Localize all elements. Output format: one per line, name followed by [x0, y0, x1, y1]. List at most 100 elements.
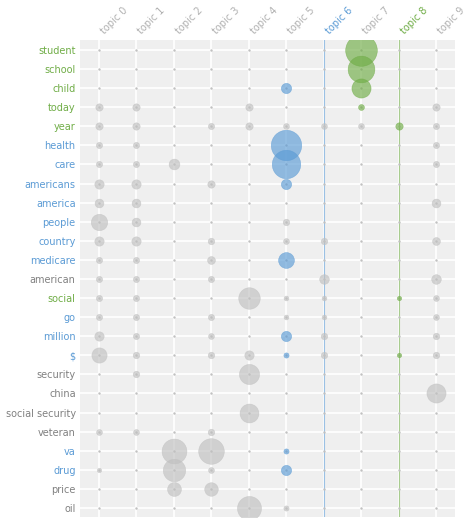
Point — [207, 427, 215, 436]
Point — [132, 179, 140, 188]
Point — [245, 46, 253, 54]
Point — [282, 408, 290, 417]
Point — [132, 122, 140, 131]
Point — [132, 84, 140, 93]
Point — [320, 122, 327, 131]
Point — [95, 141, 102, 150]
Point — [282, 447, 290, 455]
Point — [245, 275, 253, 283]
Point — [95, 141, 102, 150]
Point — [320, 465, 327, 474]
Point — [358, 218, 365, 226]
Point — [132, 103, 140, 111]
Point — [320, 65, 327, 73]
Point — [207, 275, 215, 283]
Point — [432, 218, 440, 226]
Point — [245, 351, 253, 359]
Point — [207, 161, 215, 169]
Point — [207, 103, 215, 111]
Point — [95, 427, 102, 436]
Point — [170, 46, 177, 54]
Point — [395, 84, 403, 93]
Point — [320, 447, 327, 455]
Point — [432, 351, 440, 359]
Point — [282, 275, 290, 283]
Point — [432, 447, 440, 455]
Point — [358, 256, 365, 264]
Point — [132, 313, 140, 321]
Point — [282, 389, 290, 397]
Point — [395, 122, 403, 131]
Point — [245, 161, 253, 169]
Point — [358, 351, 365, 359]
Point — [207, 447, 215, 455]
Point — [95, 465, 102, 474]
Point — [207, 389, 215, 397]
Point — [395, 275, 403, 283]
Point — [95, 46, 102, 54]
Point — [358, 141, 365, 150]
Point — [245, 198, 253, 207]
Point — [432, 465, 440, 474]
Point — [95, 103, 102, 111]
Point — [245, 103, 253, 111]
Point — [358, 198, 365, 207]
Point — [95, 84, 102, 93]
Point — [245, 370, 253, 379]
Point — [432, 198, 440, 207]
Point — [207, 485, 215, 493]
Point — [95, 504, 102, 512]
Point — [395, 65, 403, 73]
Point — [132, 275, 140, 283]
Point — [132, 351, 140, 359]
Point — [95, 122, 102, 131]
Point — [132, 141, 140, 150]
Point — [95, 427, 102, 436]
Point — [207, 275, 215, 283]
Point — [395, 236, 403, 245]
Point — [245, 504, 253, 512]
Point — [170, 447, 177, 455]
Point — [282, 122, 290, 131]
Point — [358, 65, 365, 73]
Point — [95, 313, 102, 321]
Point — [132, 370, 140, 379]
Point — [432, 313, 440, 321]
Point — [245, 103, 253, 111]
Point — [170, 332, 177, 340]
Point — [282, 465, 290, 474]
Point — [95, 179, 102, 188]
Point — [170, 161, 177, 169]
Point — [432, 294, 440, 302]
Point — [432, 122, 440, 131]
Point — [395, 198, 403, 207]
Point — [282, 122, 290, 131]
Point — [245, 122, 253, 131]
Point — [207, 313, 215, 321]
Point — [282, 504, 290, 512]
Point — [320, 427, 327, 436]
Point — [282, 294, 290, 302]
Point — [320, 351, 327, 359]
Point — [95, 103, 102, 111]
Point — [282, 141, 290, 150]
Point — [245, 351, 253, 359]
Point — [282, 465, 290, 474]
Point — [432, 122, 440, 131]
Point — [245, 84, 253, 93]
Point — [320, 46, 327, 54]
Point — [282, 218, 290, 226]
Point — [395, 408, 403, 417]
Point — [95, 218, 102, 226]
Point — [132, 198, 140, 207]
Point — [170, 198, 177, 207]
Point — [132, 332, 140, 340]
Point — [245, 218, 253, 226]
Point — [395, 504, 403, 512]
Point — [132, 161, 140, 169]
Point — [282, 370, 290, 379]
Point — [432, 351, 440, 359]
Point — [432, 179, 440, 188]
Point — [395, 294, 403, 302]
Point — [132, 427, 140, 436]
